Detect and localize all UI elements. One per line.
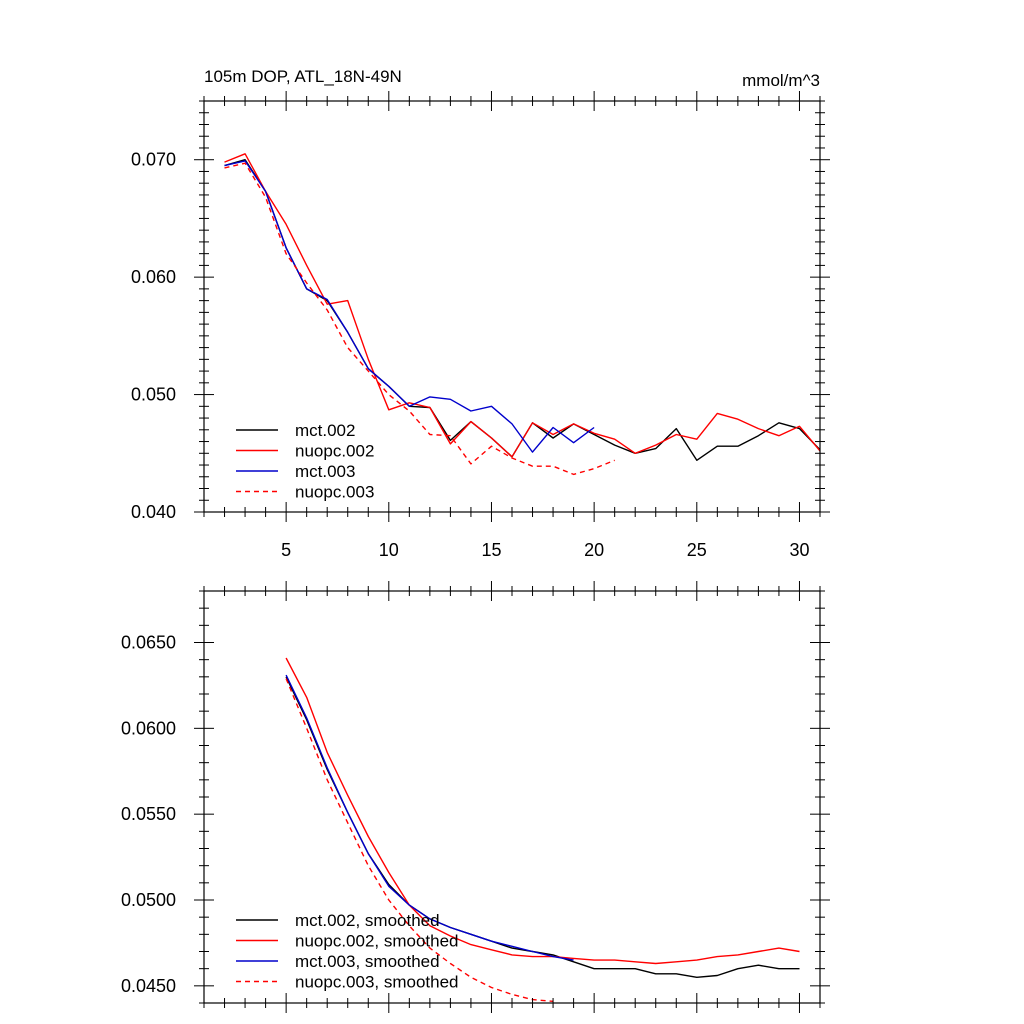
x-tick-label: 15: [481, 540, 501, 560]
bottom-panel: 0.0450 0.0500 0.0550 0.0600 0.0650 mct.002, s…: [121, 581, 830, 1013]
y-tick-label: 0.0500: [121, 890, 176, 910]
y-tick-label: 0.0600: [121, 718, 176, 738]
series-line-nuopc-002: [224, 153, 820, 458]
series-line-nuopc-003: [224, 162, 615, 476]
x-tick-label: 5: [281, 540, 291, 560]
chart-title: 105m DOP, ATL_18N-49N: [204, 67, 402, 86]
series-line-nuopc-003-smoothed: [285, 678, 554, 1002]
y-tick-label: 0.060: [131, 267, 176, 287]
bottom-plot-area: 0.0450 0.0500 0.0550 0.0600 0.0650 mct.002, s…: [121, 581, 830, 1013]
legend: mct.002, smoothed nuopc.002, smoothedmct.…: [236, 911, 459, 992]
series-group: [285, 657, 800, 1002]
series-group: [224, 153, 820, 476]
series-line-mct-003-smoothed: [285, 674, 574, 961]
top-plot-area: 5 10 15 20 25 30 0.040 0.050 0.060 0.070 mct.002 nu…: [131, 91, 830, 560]
y-tick-label: 0.070: [131, 150, 176, 170]
legend-label: nuopc.002: [295, 442, 374, 461]
legend-label: nuopc.002, smoothed: [295, 932, 459, 951]
legend-label: mct.003, smoothed: [295, 952, 440, 971]
legend-label: mct.002, smoothed: [295, 911, 440, 930]
legend-label: nuopc.003: [295, 483, 374, 502]
x-tick-label: 25: [687, 540, 707, 560]
top-panel: 105m DOP, ATL_18N-49N mmol/m^3 5 10 15 20 25…: [131, 67, 830, 560]
series-line-mct-002: [224, 158, 820, 461]
units-label: mmol/m^3: [742, 71, 820, 90]
x-tick-label: 30: [789, 540, 809, 560]
y-tick-label: 0.050: [131, 385, 176, 405]
x-tick-label: 20: [584, 540, 604, 560]
y-tick-label: 0.040: [131, 502, 176, 522]
y-tick-label: 0.0650: [121, 633, 176, 653]
y-tick-label: 0.0450: [121, 976, 176, 996]
legend-label: mct.003: [295, 462, 355, 481]
x-tick-label: 10: [379, 540, 399, 560]
legend-label: nuopc.003, smoothed: [295, 973, 459, 992]
series-line-nuopc-002-smoothed: [285, 657, 800, 965]
y-tick-label: 0.0550: [121, 804, 176, 824]
legend-label: mct.002: [295, 421, 355, 440]
series-line-mct-003: [224, 160, 595, 453]
